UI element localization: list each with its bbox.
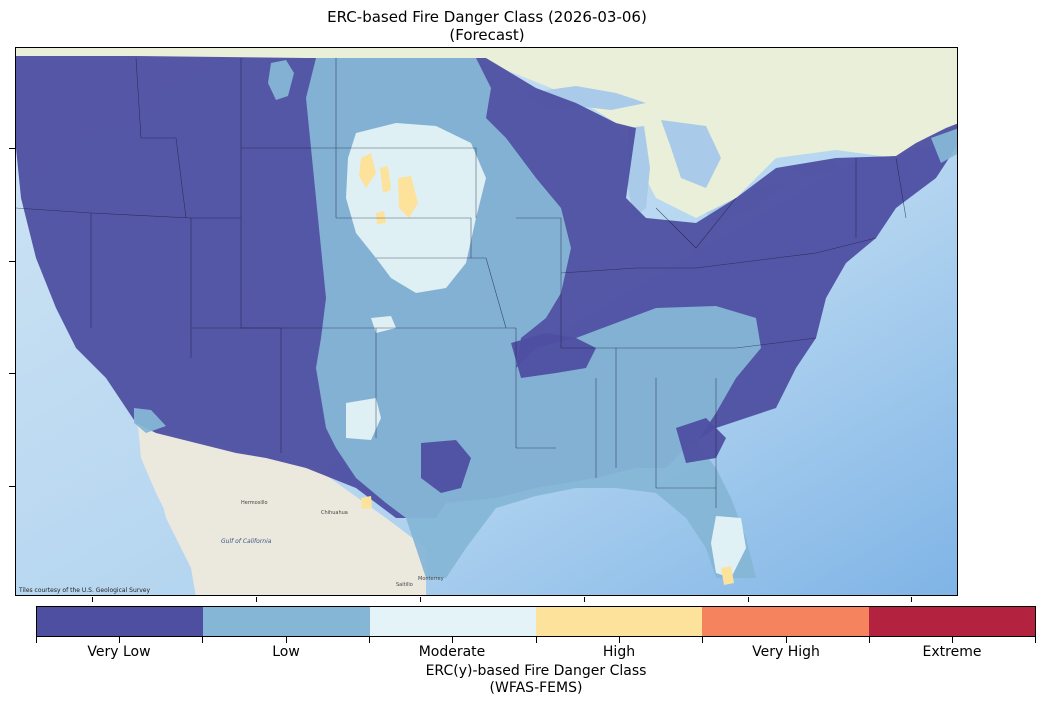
x-axis-tick xyxy=(911,597,912,602)
lake-michigan xyxy=(628,126,650,218)
colorbar-tick xyxy=(702,637,703,643)
x-axis-tick xyxy=(420,597,421,602)
y-axis-tick xyxy=(9,148,15,149)
map-title: ERC-based Fire Danger Class (2026-03-06) xyxy=(327,8,647,26)
map-subtitle: (Forecast) xyxy=(449,26,525,44)
colorbar-tick xyxy=(452,637,453,643)
colorbar-tick xyxy=(952,637,953,643)
colorbar-title: ERC(y)-based Fire Danger Class xyxy=(425,663,647,679)
class-very-low-region xyxy=(511,333,596,378)
map-label: Monterrey xyxy=(418,576,444,582)
class-high-region xyxy=(721,566,734,585)
x-axis-tick xyxy=(584,597,585,602)
legend-label-very-high: Very High xyxy=(752,644,820,660)
tile-attribution: Tiles courtesy of the U.S. Geological Su… xyxy=(19,587,151,594)
colorbar-segment-very-high xyxy=(702,607,869,636)
x-axis-tick xyxy=(92,597,93,602)
legend-label-extreme: Extreme xyxy=(922,644,982,660)
mexico-land xyxy=(136,423,426,595)
colorbar-segment-high xyxy=(535,607,703,636)
map-label: Hermosillo xyxy=(241,500,268,506)
colorbar-tick xyxy=(36,637,37,643)
legend-label-very-low: Very Low xyxy=(87,644,151,660)
colorbar-tick xyxy=(286,637,287,643)
class-low-region xyxy=(134,408,166,433)
class-moderate-region xyxy=(346,398,381,440)
colorbar-subtitle: (WFAS-FEMS) xyxy=(489,680,583,696)
map-canvas xyxy=(16,48,957,595)
colorbar-tick xyxy=(786,637,787,643)
baja-california xyxy=(138,426,216,583)
colorbar-segment-moderate xyxy=(369,607,536,636)
class-low-region xyxy=(931,128,957,163)
class-high-region xyxy=(376,211,386,224)
y-axis-tick xyxy=(9,373,15,374)
colorbar-tick xyxy=(202,637,203,643)
map-label: Saltillo xyxy=(396,582,413,588)
colorbar-tick xyxy=(869,637,870,643)
class-high-region xyxy=(380,166,391,193)
class-moderate-region xyxy=(711,516,746,578)
class-high-region xyxy=(359,153,376,188)
class-high-region xyxy=(361,496,372,509)
colorbar-segment-low xyxy=(203,607,370,636)
x-axis-tick xyxy=(256,597,257,602)
class-very-low-region xyxy=(421,440,471,493)
legend-label-high: High xyxy=(602,644,636,660)
colorbar-segment-very-low xyxy=(37,607,204,636)
class-high-region xyxy=(398,176,418,218)
state-boundaries xyxy=(16,57,907,508)
colorbar-tick xyxy=(119,637,120,643)
y-axis-tick xyxy=(9,261,15,262)
legend-label-moderate: Moderate xyxy=(418,644,486,660)
colorbar-tick xyxy=(536,637,537,643)
lake-huron xyxy=(661,120,721,188)
colorbar xyxy=(36,606,1036,637)
colorbar-segment-extreme xyxy=(868,607,1035,636)
map-label: Gulf of California xyxy=(221,538,272,545)
colorbar-tick xyxy=(1035,637,1036,643)
class-moderate-region xyxy=(371,316,396,333)
legend-label-low: Low xyxy=(272,644,300,660)
class-very-low-region xyxy=(676,418,726,463)
y-axis-tick xyxy=(9,486,15,487)
x-axis-tick xyxy=(748,597,749,602)
colorbar-tick xyxy=(619,637,620,643)
fire-danger-map[interactable]: Gulf of California Hermosillo Chihuahua … xyxy=(15,47,958,596)
class-low-region xyxy=(268,60,294,100)
colorbar-tick xyxy=(369,637,370,643)
map-label: Chihuahua xyxy=(321,510,348,516)
class-moderate-region xyxy=(346,123,486,293)
canada-land xyxy=(16,48,957,218)
